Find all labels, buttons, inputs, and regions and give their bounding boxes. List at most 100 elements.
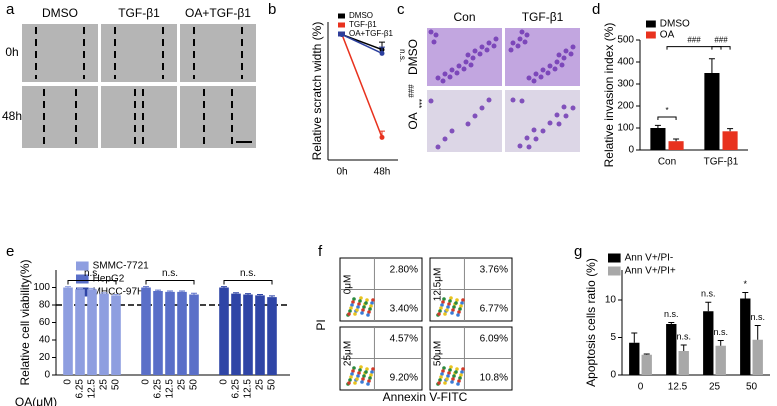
bracket: [145, 280, 195, 285]
error-bar: [708, 58, 715, 73]
y-tick-label: 500: [617, 35, 634, 46]
point: [339, 32, 345, 38]
cell: [517, 143, 523, 149]
panel-label: e: [6, 243, 14, 260]
x-tick-label: 50: [189, 379, 200, 391]
cell: [526, 75, 532, 81]
x-tick-label: 6.25: [75, 379, 86, 399]
annotation: n.s.: [162, 268, 178, 279]
row-label: 48h: [2, 109, 22, 123]
quadrant-value: 2.80%: [390, 265, 418, 276]
series-line: [341, 33, 383, 55]
bar: [267, 297, 277, 375]
annotation: n.s.: [664, 309, 679, 319]
annotation: n.s.: [750, 312, 765, 322]
event: [456, 313, 460, 317]
event: [356, 305, 360, 309]
error-bar: [89, 287, 95, 290]
event: [348, 378, 352, 382]
event: [461, 298, 465, 302]
annotation: n.s.: [676, 331, 691, 341]
cell: [524, 135, 530, 141]
error-bar: [680, 344, 687, 351]
cell: [472, 113, 478, 119]
cell: [540, 128, 546, 134]
event: [355, 377, 359, 381]
cell: [486, 40, 492, 46]
event: [367, 379, 371, 383]
cell: [524, 32, 530, 38]
cell: [510, 40, 516, 46]
annotation: n.s.: [84, 268, 100, 279]
cell: [472, 48, 478, 54]
event: [457, 310, 461, 314]
event: [440, 372, 444, 376]
bar: [219, 287, 229, 375]
micrograph: [22, 24, 98, 82]
event: [442, 297, 446, 301]
event: [370, 370, 374, 374]
event: [369, 304, 373, 308]
event: [352, 366, 356, 370]
event: [441, 369, 445, 373]
bar: [75, 289, 85, 375]
event: [353, 312, 357, 316]
cell: [428, 98, 434, 104]
cell: [552, 66, 558, 72]
x-tick-label: TGF-β1: [704, 157, 739, 168]
event: [439, 306, 443, 310]
row-label: OA: [406, 112, 420, 129]
y-tick-label: 20: [39, 352, 51, 363]
event: [460, 301, 464, 305]
y-tick-label: 300: [617, 79, 634, 90]
cell: [563, 48, 569, 54]
event: [362, 305, 366, 309]
error-bar: [179, 290, 185, 292]
axis-title: PI: [314, 319, 328, 330]
event: [454, 301, 458, 305]
event: [361, 308, 365, 312]
event: [348, 309, 352, 313]
bracket: [666, 46, 722, 50]
bar: [668, 141, 684, 150]
event: [356, 374, 360, 378]
y-tick-label: 5: [610, 332, 616, 343]
event: [359, 365, 363, 369]
event: [448, 299, 452, 303]
micrograph: [180, 24, 256, 82]
event: [364, 370, 368, 374]
legend-swatch: [608, 266, 621, 276]
x-tick-label: 12.5: [243, 379, 254, 399]
cell: [510, 97, 516, 103]
error-bar: [717, 340, 724, 346]
quadrant-value: 9.20%: [390, 373, 418, 384]
cell: [442, 71, 448, 77]
legend-swatch: [338, 22, 345, 28]
error-bar: [654, 124, 661, 128]
y-tick-label: 80: [39, 300, 51, 311]
legend-label: MHCC-97H: [93, 287, 145, 298]
cell: [463, 59, 469, 65]
quadrant-value: 10.8%: [480, 373, 508, 384]
error-bar: [742, 292, 749, 299]
event: [460, 370, 464, 374]
y-tick-label: 100: [617, 123, 634, 134]
error-bar: [191, 292, 197, 295]
error-bar: [143, 286, 149, 288]
legend-label: Ann V+/PI+: [625, 266, 676, 277]
column-header: TGF-β1: [118, 6, 160, 20]
column-header: OA+TGF-β1: [185, 6, 251, 20]
cell: [526, 144, 532, 150]
x-tick-label: 0: [63, 379, 74, 385]
annotation: n.s.: [398, 49, 407, 62]
x-tick-label: 48h: [374, 167, 391, 178]
event: [360, 380, 364, 384]
event: [456, 382, 460, 386]
point: [379, 134, 385, 140]
y-tick-label: 10: [605, 295, 617, 306]
bar: [678, 351, 689, 375]
bar: [703, 311, 714, 375]
x-tick-label: 25: [99, 379, 110, 391]
legend-label: DMSO: [349, 11, 373, 20]
